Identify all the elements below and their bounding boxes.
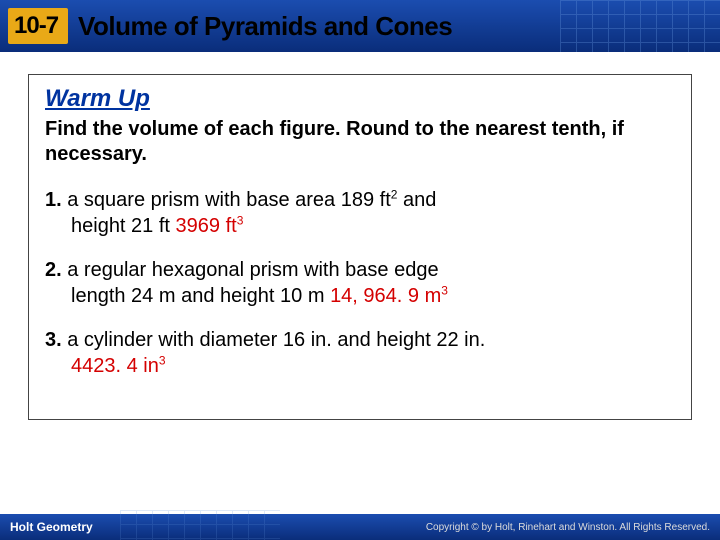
problem-2: 2. a regular hexagonal prism with base e… — [45, 257, 675, 309]
problem-number: 2. — [45, 259, 62, 281]
slide-footer: Holt Geometry Copyright © by Holt, Rineh… — [0, 514, 720, 540]
problem-1: 1. a square prism with base area 189 ft2… — [45, 187, 675, 239]
problem-line2: height 21 ft 3969 ft3 — [71, 213, 675, 239]
problem-3: 3. a cylinder with diameter 16 in. and h… — [45, 327, 675, 379]
content-box: Warm Up Find the volume of each figure. … — [28, 74, 692, 420]
answer-3: 4423. 4 in3 — [71, 355, 166, 377]
problem-number: 3. — [45, 329, 62, 351]
slide-header: 10-7 Volume of Pyramids and Cones — [0, 0, 720, 52]
lesson-number-badge: 10-7 — [8, 8, 68, 44]
problem-number: 1. — [45, 189, 62, 211]
problem-line2: length 24 m and height 10 m 14, 964. 9 m… — [71, 283, 675, 309]
answer-1: 3969 ft3 — [176, 215, 244, 237]
problem-text: a regular hexagonal prism with base edge — [67, 259, 438, 281]
slide-title: Volume of Pyramids and Cones — [78, 11, 452, 42]
footer-brand: Holt Geometry — [10, 520, 93, 534]
problem-text: a square prism with base area 189 ft2 an… — [67, 189, 436, 211]
warmup-heading: Warm Up — [45, 85, 675, 113]
header-grid-decoration — [560, 0, 720, 52]
problem-line2: 4423. 4 in3 — [71, 353, 675, 379]
footer-copyright: Copyright © by Holt, Rinehart and Winsto… — [426, 522, 710, 533]
answer-2: 14, 964. 9 m3 — [330, 285, 448, 307]
instruction-text: Find the volume of each figure. Round to… — [45, 117, 675, 167]
problem-text: a cylinder with diameter 16 in. and heig… — [67, 329, 485, 351]
footer-grid-decoration — [120, 510, 280, 540]
